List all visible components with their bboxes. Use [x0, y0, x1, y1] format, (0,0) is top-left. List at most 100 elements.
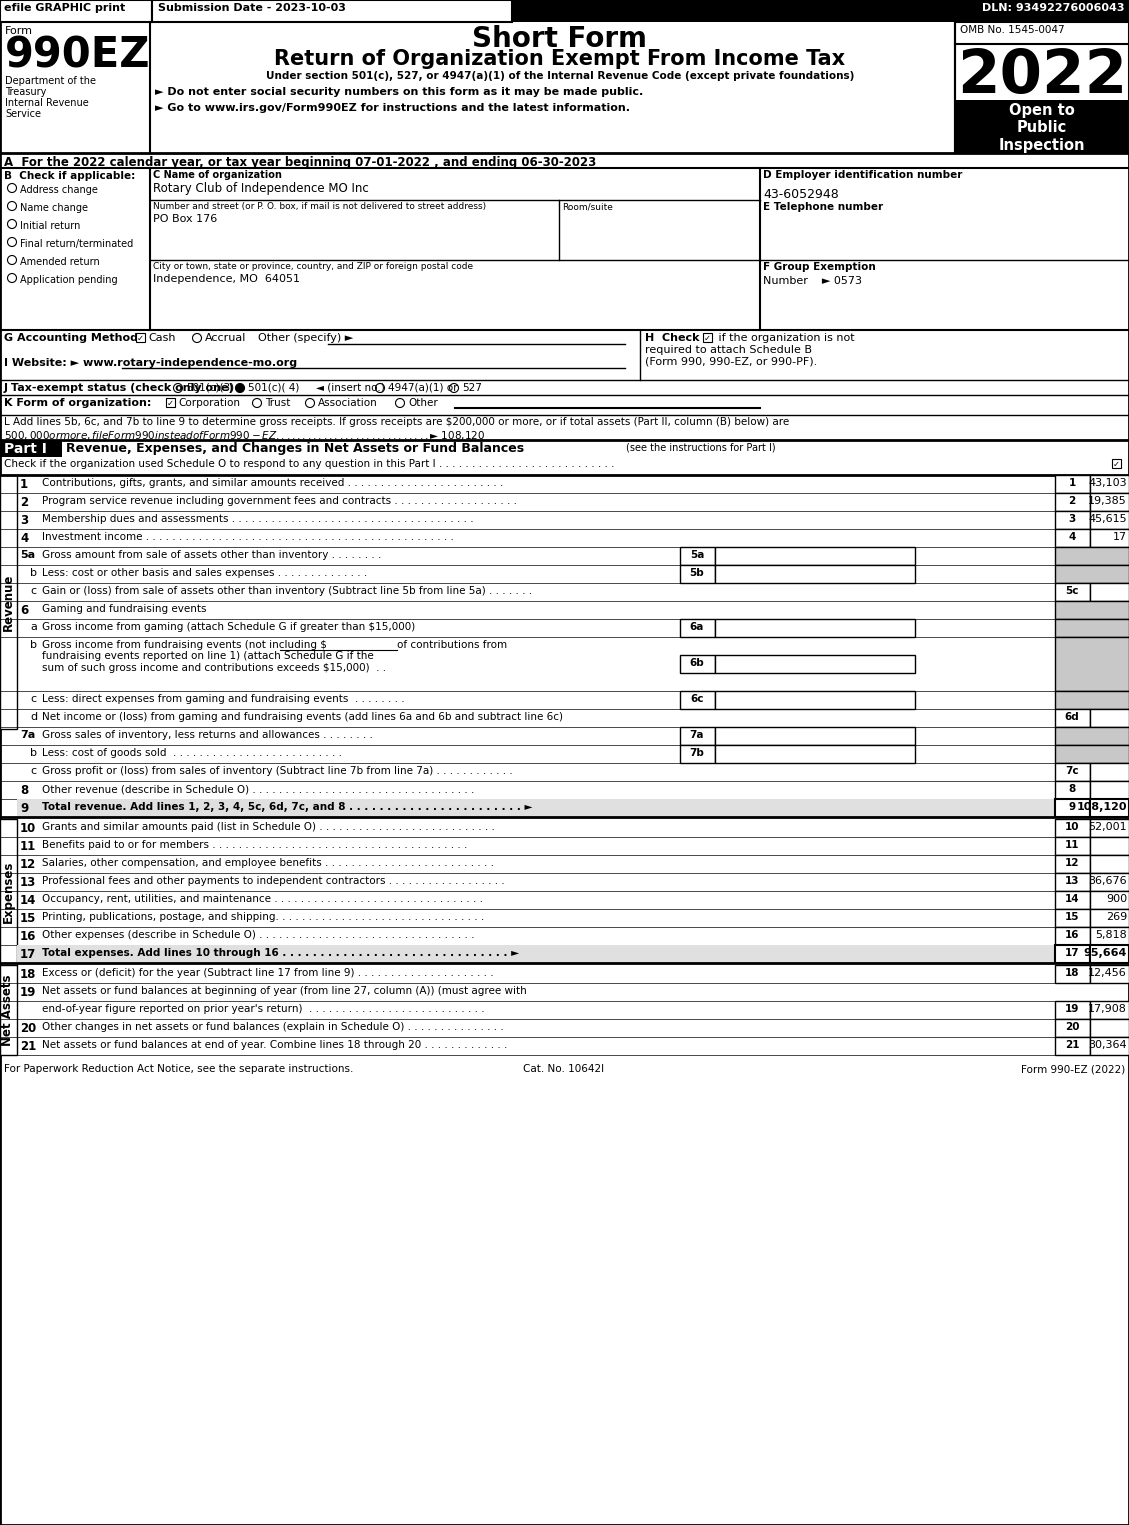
- Text: Contributions, gifts, grants, and similar amounts received . . . . . . . . . . .: Contributions, gifts, grants, and simila…: [42, 477, 504, 488]
- Text: 6a: 6a: [690, 622, 704, 631]
- Text: Less: direct expenses from gaming and fundraising events  . . . . . . . .: Less: direct expenses from gaming and fu…: [42, 694, 404, 705]
- Bar: [0, 0, 1129, 21]
- Text: Net income or (loss) from gaming and fundraising events (add lines 6a and 6b and: Net income or (loss) from gaming and fun…: [42, 712, 563, 721]
- Bar: [1089, 511, 1129, 529]
- Text: Grants and similar amounts paid (list in Schedule O) . . . . . . . . . . . . . .: Grants and similar amounts paid (list in…: [42, 822, 495, 833]
- Bar: [1112, 459, 1121, 468]
- Text: 3: 3: [20, 514, 28, 528]
- Text: 8: 8: [1068, 784, 1076, 795]
- Bar: [1054, 511, 1089, 529]
- Bar: [0, 441, 62, 458]
- Text: 19,385: 19,385: [1088, 496, 1127, 506]
- Text: Treasury: Treasury: [5, 87, 46, 98]
- Text: 5b: 5b: [690, 567, 704, 578]
- Text: PO Box 176: PO Box 176: [154, 214, 217, 224]
- Text: Cash: Cash: [148, 332, 175, 343]
- Text: 52,001: 52,001: [1088, 822, 1127, 833]
- Bar: [1054, 493, 1089, 511]
- Bar: [1054, 1019, 1089, 1037]
- Text: Service: Service: [5, 108, 41, 119]
- Text: Gaming and fundraising events: Gaming and fundraising events: [42, 604, 207, 615]
- Text: 36,676: 36,676: [1088, 875, 1127, 886]
- Text: Association: Association: [318, 398, 378, 409]
- Text: 12: 12: [20, 859, 36, 871]
- Bar: [1054, 781, 1089, 799]
- Bar: [1054, 837, 1089, 856]
- Text: Room/suite: Room/suite: [562, 201, 613, 210]
- Text: Total expenses. Add lines 10 through 16 . . . . . . . . . . . . . . . . . . . . : Total expenses. Add lines 10 through 16 …: [42, 949, 519, 958]
- Text: Gross amount from sale of assets other than inventory . . . . . . . .: Gross amount from sale of assets other t…: [42, 551, 382, 560]
- Bar: [1054, 529, 1089, 547]
- Text: Other expenses (describe in Schedule O) . . . . . . . . . . . . . . . . . . . . : Other expenses (describe in Schedule O) …: [42, 930, 474, 939]
- Text: Corporation: Corporation: [178, 398, 240, 409]
- Bar: [1089, 799, 1129, 817]
- Text: 3: 3: [1068, 514, 1076, 525]
- Bar: [1054, 946, 1089, 962]
- Bar: [0, 819, 17, 965]
- Text: 9: 9: [20, 802, 28, 814]
- Text: a: a: [30, 622, 37, 631]
- Text: 19: 19: [20, 987, 36, 999]
- Text: Printing, publications, postage, and shipping. . . . . . . . . . . . . . . . . .: Printing, publications, postage, and shi…: [42, 912, 484, 923]
- Text: Revenue: Revenue: [1, 573, 15, 631]
- Text: Department of the: Department of the: [5, 76, 96, 85]
- Text: Cat. No. 10642I: Cat. No. 10642I: [524, 1064, 604, 1074]
- Text: Other (specify) ►: Other (specify) ►: [259, 332, 353, 343]
- Bar: [1054, 819, 1089, 837]
- Text: d: d: [30, 712, 37, 721]
- Text: Gross sales of inventory, less returns and allowances . . . . . . . .: Gross sales of inventory, less returns a…: [42, 730, 373, 740]
- Text: Address change: Address change: [20, 185, 98, 195]
- Text: Investment income . . . . . . . . . . . . . . . . . . . . . . . . . . . . . . . : Investment income . . . . . . . . . . . …: [42, 532, 454, 541]
- Text: Submission Date - 2023-10-03: Submission Date - 2023-10-03: [158, 3, 345, 14]
- Bar: [715, 564, 914, 583]
- Text: 900: 900: [1106, 894, 1127, 904]
- Text: Professional fees and other payments to independent contractors . . . . . . . . : Professional fees and other payments to …: [42, 875, 505, 886]
- Bar: [680, 691, 715, 709]
- Text: Return of Organization Exempt From Income Tax: Return of Organization Exempt From Incom…: [274, 49, 846, 69]
- Text: 14: 14: [20, 894, 36, 907]
- Text: 43-6052948: 43-6052948: [763, 188, 839, 201]
- Text: ◄ (insert no.): ◄ (insert no.): [316, 383, 385, 393]
- Text: 15: 15: [1065, 912, 1079, 923]
- Text: 10: 10: [1065, 822, 1079, 833]
- Text: Excess or (deficit) for the year (Subtract line 17 from line 9) . . . . . . . . : Excess or (deficit) for the year (Subtra…: [42, 968, 493, 978]
- Bar: [1089, 583, 1129, 601]
- Text: end-of-year figure reported on prior year's return)  . . . . . . . . . . . . . .: end-of-year figure reported on prior yea…: [42, 1003, 484, 1014]
- Text: I Website: ► www.rotary-independence-mo.org: I Website: ► www.rotary-independence-mo.…: [5, 358, 297, 368]
- Text: 11: 11: [1065, 840, 1079, 849]
- Text: 21: 21: [1065, 1040, 1079, 1051]
- Text: Gross income from gaming (attach Schedule G if greater than $15,000): Gross income from gaming (attach Schedul…: [42, 622, 415, 631]
- Text: 10: 10: [20, 822, 36, 836]
- Text: 990EZ: 990EZ: [5, 34, 150, 76]
- Text: required to attach Schedule B: required to attach Schedule B: [645, 345, 812, 355]
- Text: efile GRAPHIC print: efile GRAPHIC print: [5, 3, 125, 14]
- Bar: [680, 547, 715, 564]
- Text: Gross income from fundraising events (not including $: Gross income from fundraising events (no…: [42, 640, 327, 650]
- Text: C Name of organization: C Name of organization: [154, 169, 282, 180]
- Text: (see the instructions for Part I): (see the instructions for Part I): [625, 442, 776, 451]
- Bar: [1054, 965, 1089, 984]
- Bar: [1089, 1037, 1129, 1055]
- Text: DLN: 93492276006043: DLN: 93492276006043: [982, 3, 1124, 14]
- Text: For Paperwork Reduction Act Notice, see the separate instructions.: For Paperwork Reduction Act Notice, see …: [5, 1064, 353, 1074]
- Text: 13: 13: [1065, 875, 1079, 886]
- Text: 1: 1: [20, 477, 28, 491]
- Text: Number    ► 0573: Number ► 0573: [763, 276, 863, 287]
- Bar: [1054, 547, 1129, 564]
- Text: Other: Other: [408, 398, 438, 409]
- Text: 21: 21: [20, 1040, 36, 1052]
- Text: 269: 269: [1105, 912, 1127, 923]
- Bar: [1054, 927, 1089, 946]
- Text: b: b: [30, 640, 37, 650]
- Bar: [680, 564, 715, 583]
- Circle shape: [236, 383, 245, 392]
- Bar: [1054, 872, 1089, 891]
- Text: 6d: 6d: [1065, 712, 1079, 721]
- Text: 2022: 2022: [957, 47, 1127, 107]
- Text: Other changes in net assets or fund balances (explain in Schedule O) . . . . . .: Other changes in net assets or fund bala…: [42, 1022, 504, 1032]
- Bar: [0, 474, 17, 729]
- Text: 17: 17: [1113, 532, 1127, 541]
- Text: B  Check if applicable:: B Check if applicable:: [5, 171, 135, 181]
- Text: Amended return: Amended return: [20, 258, 99, 267]
- Text: Membership dues and assessments . . . . . . . . . . . . . . . . . . . . . . . . : Membership dues and assessments . . . . …: [42, 514, 474, 525]
